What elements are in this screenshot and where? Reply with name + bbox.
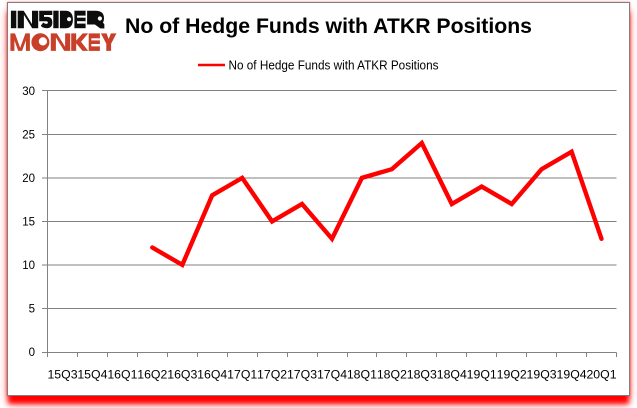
svg-text:30: 30 [22,86,35,98]
svg-text:18Q3: 18Q3 [407,368,437,382]
svg-text:18Q2: 18Q2 [377,368,407,382]
svg-text:20: 20 [22,173,35,185]
svg-text:17Q1: 17Q1 [227,368,257,382]
svg-text:25: 25 [22,130,35,142]
svg-text:No of Hedge Funds with ATKR Po: No of Hedge Funds with ATKR Positions [229,57,439,72]
svg-text:5: 5 [29,304,35,316]
svg-text:17Q2: 17Q2 [257,368,287,382]
svg-text:16Q4: 16Q4 [197,368,227,382]
svg-text:15Q4: 15Q4 [77,368,107,382]
svg-text:18Q1: 18Q1 [347,368,377,382]
svg-text:16Q2: 16Q2 [137,368,167,382]
svg-text:16Q3: 16Q3 [167,368,197,382]
svg-text:17Q4: 17Q4 [317,368,347,382]
svg-text:10: 10 [22,260,35,272]
svg-text:20Q1: 20Q1 [586,368,616,382]
svg-text:15: 15 [22,217,35,229]
svg-text:15Q3: 15Q3 [47,368,77,382]
svg-text:0: 0 [29,347,35,359]
svg-text:19Q4: 19Q4 [557,368,587,382]
svg-text:16Q1: 16Q1 [107,368,137,382]
svg-text:18Q4: 18Q4 [437,368,467,382]
svg-text:No of Hedge Funds with ATKR Po: No of Hedge Funds with ATKR Positions [125,14,532,38]
svg-text:19Q3: 19Q3 [527,368,557,382]
svg-text:19Q2: 19Q2 [497,368,527,382]
svg-text:17Q3: 17Q3 [287,368,317,382]
svg-text:19Q1: 19Q1 [467,368,497,382]
